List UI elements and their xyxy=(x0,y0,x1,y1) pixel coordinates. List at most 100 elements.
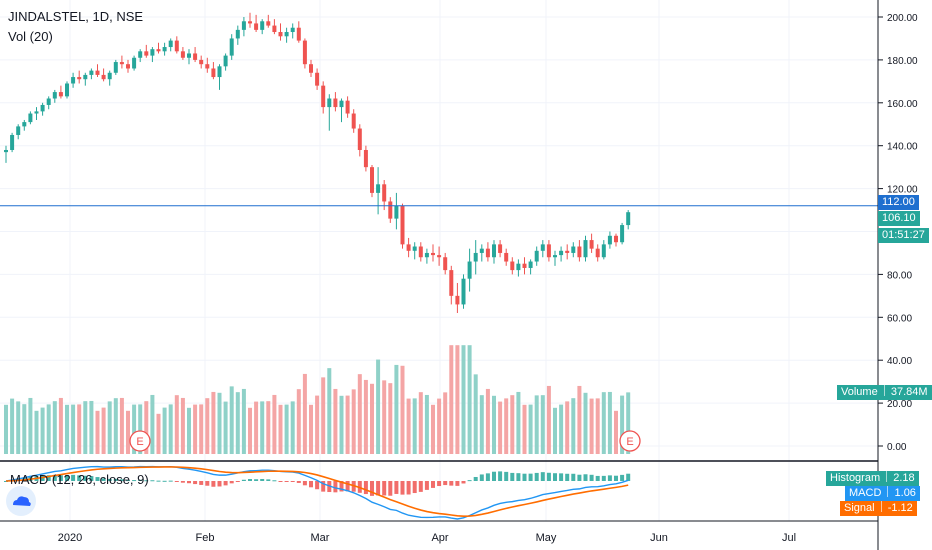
earnings-marker-circle[interactable] xyxy=(129,430,151,452)
candle-body[interactable] xyxy=(412,246,417,251)
candle-body[interactable] xyxy=(65,83,69,97)
candle-body[interactable] xyxy=(248,21,252,24)
candle-body[interactable] xyxy=(607,235,612,245)
candle-body[interactable] xyxy=(437,255,442,258)
candle-body[interactable] xyxy=(546,244,551,258)
candle-body[interactable] xyxy=(229,38,234,56)
candle-body[interactable] xyxy=(187,53,191,58)
candle-body[interactable] xyxy=(296,27,301,41)
tradingview-logo[interactable] xyxy=(6,486,36,516)
time-tick-label[interactable]: Apr xyxy=(431,532,448,544)
candle-body[interactable] xyxy=(589,240,594,249)
candle-body[interactable] xyxy=(479,248,484,253)
candle-body[interactable] xyxy=(388,201,393,219)
candle-body[interactable] xyxy=(461,278,466,305)
candle-body[interactable] xyxy=(113,62,118,73)
candle-body[interactable] xyxy=(516,263,521,271)
candle-body[interactable] xyxy=(553,255,557,258)
candle-body[interactable] xyxy=(577,246,582,258)
candle-body[interactable] xyxy=(180,51,185,58)
candle-body[interactable] xyxy=(614,235,618,243)
candle-body[interactable] xyxy=(156,49,161,52)
candle-body[interactable] xyxy=(467,261,472,279)
candle-body[interactable] xyxy=(52,92,57,99)
candle-body[interactable] xyxy=(193,53,198,60)
candle-body[interactable] xyxy=(278,32,283,37)
macd-value-tag[interactable]: MACD 1.06 xyxy=(845,486,920,501)
candle-body[interactable] xyxy=(119,62,124,65)
candle-body[interactable] xyxy=(522,263,527,268)
candle-body[interactable] xyxy=(260,21,265,30)
candle-body[interactable] xyxy=(492,244,496,258)
candle-body[interactable] xyxy=(583,240,588,258)
candle-body[interactable] xyxy=(126,64,130,69)
candle-body[interactable] xyxy=(528,261,533,268)
candle-body[interactable] xyxy=(22,122,27,127)
candle-body[interactable] xyxy=(174,40,179,52)
candle-body[interactable] xyxy=(4,149,8,153)
symbol-title[interactable]: JINDALSTEL, 1D, NSE xyxy=(8,9,144,24)
candle-body[interactable] xyxy=(498,244,503,253)
candle-body[interactable] xyxy=(272,25,277,33)
time-tick-label[interactable]: May xyxy=(536,532,557,544)
histogram-value-tag[interactable]: Histogram 2.18 xyxy=(826,471,919,486)
candle-body[interactable] xyxy=(394,205,399,219)
candle-body[interactable] xyxy=(406,244,411,251)
time-tick-label[interactable]: Mar xyxy=(311,532,330,544)
candle-body[interactable] xyxy=(83,74,88,80)
time-axis[interactable]: 2020 Feb Mar Apr May Jun Jul xyxy=(58,532,796,544)
candle-body[interactable] xyxy=(601,244,606,258)
candle-body[interactable] xyxy=(382,184,387,202)
candle-body[interactable] xyxy=(339,100,344,108)
candle-body[interactable] xyxy=(10,134,15,150)
candle-body[interactable] xyxy=(223,55,228,67)
time-tick-label[interactable]: Feb xyxy=(196,532,215,544)
earnings-marker-circle[interactable] xyxy=(619,430,641,452)
time-tick-label[interactable]: Jul xyxy=(782,532,796,544)
candle-body[interactable] xyxy=(370,167,374,193)
signal-value-tag[interactable]: Signal -1.12 xyxy=(840,501,917,516)
candle-body[interactable] xyxy=(284,32,289,37)
candle-body[interactable] xyxy=(485,248,490,258)
candle-body[interactable] xyxy=(241,21,246,30)
candle-body[interactable] xyxy=(168,40,173,48)
candle-body[interactable] xyxy=(235,29,240,39)
candle-body[interactable] xyxy=(144,51,149,56)
candle-body[interactable] xyxy=(363,149,368,168)
candle-body[interactable] xyxy=(58,92,63,97)
time-tick-label[interactable]: 2020 xyxy=(58,532,82,544)
candles[interactable] xyxy=(4,12,631,314)
candle-body[interactable] xyxy=(290,27,295,33)
candle-body[interactable] xyxy=(559,250,564,256)
candle-body[interactable] xyxy=(40,104,45,112)
candle-body[interactable] xyxy=(107,72,112,80)
candle-body[interactable] xyxy=(217,66,222,78)
candle-body[interactable] xyxy=(132,57,137,69)
candle-body[interactable] xyxy=(376,184,381,193)
candle-body[interactable] xyxy=(46,98,51,105)
volume-indicator-title[interactable]: Vol (20) xyxy=(8,29,53,44)
candle-body[interactable] xyxy=(418,246,423,258)
candle-body[interactable] xyxy=(510,261,515,271)
candle-body[interactable] xyxy=(333,98,338,108)
candle-body[interactable] xyxy=(34,111,39,114)
candle-body[interactable] xyxy=(28,113,33,123)
candle-body[interactable] xyxy=(351,113,356,129)
candle-body[interactable] xyxy=(534,250,539,262)
hline-price-tag[interactable]: 112.00 xyxy=(878,195,919,210)
candle-body[interactable] xyxy=(150,49,155,56)
candle-body[interactable] xyxy=(595,248,600,258)
candle-body[interactable] xyxy=(309,64,313,73)
candle-body[interactable] xyxy=(540,244,545,251)
candle-body[interactable] xyxy=(321,85,326,108)
candle-body[interactable] xyxy=(205,64,210,69)
candle-body[interactable] xyxy=(424,252,429,258)
candle-body[interactable] xyxy=(77,77,82,80)
candle-body[interactable] xyxy=(620,225,625,243)
candle-body[interactable] xyxy=(162,47,167,52)
candle-body[interactable] xyxy=(95,70,100,75)
candle-body[interactable] xyxy=(266,21,271,26)
